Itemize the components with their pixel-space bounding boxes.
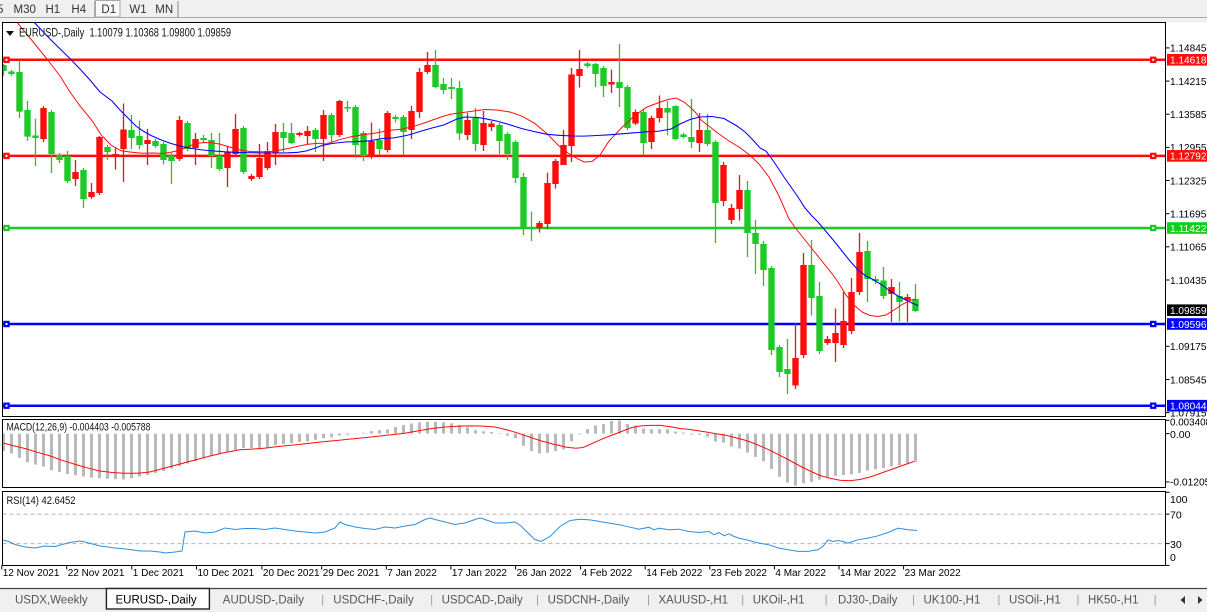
svg-text:0: 0	[1170, 552, 1176, 564]
svg-text:1.11422: 1.11422	[1170, 223, 1207, 235]
svg-text:1.14845: 1.14845	[1170, 43, 1207, 55]
svg-text:1.08044: 1.08044	[1170, 401, 1207, 413]
svg-text:UK100-,H1: UK100-,H1	[924, 595, 981, 607]
svg-text:|: |	[647, 594, 650, 606]
svg-text:AUDUSD-,Daily: AUDUSD-,Daily	[223, 595, 304, 607]
svg-text:|: |	[1077, 594, 1080, 606]
svg-text:1 Dec 2021: 1 Dec 2021	[133, 568, 185, 579]
svg-text:|: |	[912, 594, 915, 606]
svg-text:20 Dec 2021: 20 Dec 2021	[263, 568, 320, 579]
svg-text:|: |	[825, 594, 828, 606]
svg-text:|: |	[741, 594, 744, 606]
svg-text:|: |	[1154, 594, 1157, 606]
svg-text:H1: H1	[46, 4, 61, 16]
svg-text:USDCAD-,Daily: USDCAD-,Daily	[442, 595, 523, 607]
svg-text:H4: H4	[71, 4, 86, 16]
svg-text:5: 5	[0, 4, 3, 16]
svg-text:1.09596: 1.09596	[1170, 319, 1207, 331]
svg-text:|: |	[430, 594, 433, 606]
svg-text:EURUSD-,Daily: EURUSD-,Daily	[116, 595, 197, 607]
svg-text:|: |	[536, 594, 539, 606]
svg-text:7 Jan 2022: 7 Jan 2022	[387, 568, 437, 579]
svg-text:23 Mar 2022: 23 Mar 2022	[905, 568, 962, 579]
svg-text:RSI(14) 42.6452: RSI(14) 42.6452	[7, 495, 76, 507]
svg-text:W1: W1	[129, 4, 146, 16]
svg-text:UKOil-,H1: UKOil-,H1	[753, 595, 805, 607]
svg-text:30: 30	[1170, 539, 1182, 551]
svg-text:1.12792: 1.12792	[1170, 151, 1207, 163]
svg-text:-0.012058: -0.012058	[1170, 476, 1207, 488]
svg-text:1.11695: 1.11695	[1170, 209, 1207, 221]
svg-text:MACD(12,26,9) -0.004403 -0.005: MACD(12,26,9) -0.004403 -0.005788	[7, 422, 151, 434]
svg-text:26 Jan 2022: 26 Jan 2022	[517, 568, 572, 579]
svg-text:12 Nov 2021: 12 Nov 2021	[3, 568, 60, 579]
svg-text:1.10435: 1.10435	[1170, 275, 1207, 287]
svg-text:4 Mar 2022: 4 Mar 2022	[775, 568, 826, 579]
svg-text:1.09175: 1.09175	[1170, 341, 1207, 353]
svg-text:4 Feb 2022: 4 Feb 2022	[582, 568, 633, 579]
svg-text:XAUUSD-,H1: XAUUSD-,H1	[658, 595, 728, 607]
svg-text:USDX,Weekly: USDX,Weekly	[15, 595, 88, 607]
svg-text:|: |	[998, 594, 1001, 606]
svg-text:USDCNH-,Daily: USDCNH-,Daily	[548, 595, 630, 607]
svg-text:1.14618: 1.14618	[1170, 55, 1207, 67]
svg-text:MN: MN	[155, 4, 173, 16]
svg-text:14 Mar 2022: 14 Mar 2022	[840, 568, 897, 579]
svg-text:70: 70	[1170, 509, 1182, 521]
svg-text:1.12325: 1.12325	[1170, 175, 1207, 187]
svg-text:23 Feb 2022: 23 Feb 2022	[711, 568, 768, 579]
svg-text:HK50-,H1: HK50-,H1	[1088, 595, 1139, 607]
svg-text:EURUSD-,Daily 1.10079 1.10368: EURUSD-,Daily 1.10079 1.10368 1.09800 1.…	[19, 28, 231, 40]
svg-text:0.00: 0.00	[1170, 429, 1191, 441]
svg-text:1.09859: 1.09859	[1170, 305, 1207, 317]
svg-text:0.003408: 0.003408	[1170, 416, 1207, 428]
svg-text:10 Dec 2021: 10 Dec 2021	[198, 568, 255, 579]
svg-text:M30: M30	[14, 4, 36, 16]
svg-text:1.11065: 1.11065	[1170, 242, 1207, 254]
svg-text:USOil-,H1: USOil-,H1	[1009, 595, 1061, 607]
svg-text:|: |	[321, 594, 324, 606]
svg-text:1.13585: 1.13585	[1170, 109, 1207, 121]
svg-text:DJ30-,Daily: DJ30-,Daily	[838, 595, 898, 607]
svg-text:1.08545: 1.08545	[1170, 374, 1207, 386]
svg-text:14 Feb 2022: 14 Feb 2022	[646, 568, 703, 579]
svg-text:22 Nov 2021: 22 Nov 2021	[68, 568, 125, 579]
svg-text:USDCHF-,Daily: USDCHF-,Daily	[333, 595, 414, 607]
svg-text:100: 100	[1170, 494, 1188, 506]
svg-text:1.14215: 1.14215	[1170, 76, 1207, 88]
svg-text:17 Jan 2022: 17 Jan 2022	[452, 568, 507, 579]
svg-text:D1: D1	[101, 4, 116, 16]
svg-text:29 Dec 2021: 29 Dec 2021	[323, 568, 380, 579]
